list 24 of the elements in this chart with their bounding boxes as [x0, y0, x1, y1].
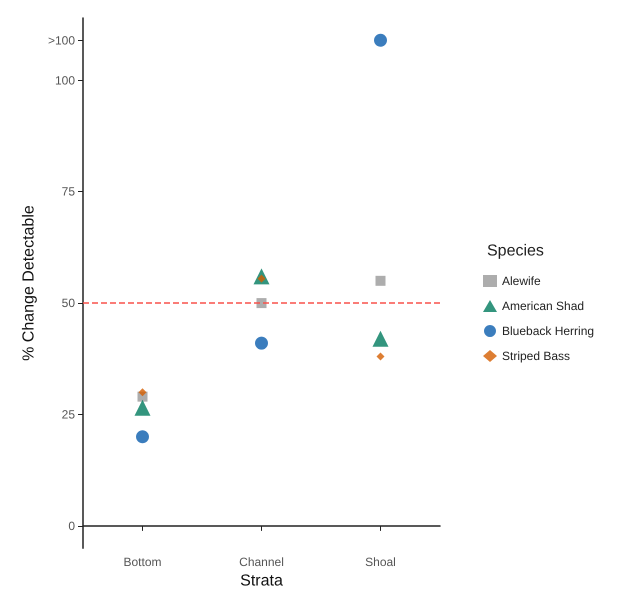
legend-label: American Shad	[502, 299, 584, 313]
x-tick-label: Bottom	[123, 555, 162, 570]
y-axis-title: % Change Detectable	[20, 205, 38, 361]
point	[372, 330, 388, 347]
legend-label: Alewife	[502, 274, 542, 288]
y-tick-label: 50	[62, 296, 76, 310]
x-tick-label: Channel	[239, 555, 284, 570]
point	[134, 400, 150, 416]
x-axis-title: Strata	[240, 572, 283, 590]
point	[374, 34, 387, 47]
legend-title: Species	[487, 242, 544, 260]
point	[376, 276, 386, 286]
point	[138, 388, 146, 396]
x-tick-label: Shoal	[365, 555, 396, 570]
y-tick-label: >100	[48, 33, 76, 48]
legend-label: Blueback Herring	[502, 324, 594, 338]
point	[255, 336, 268, 350]
y-tick-label: 75	[62, 184, 76, 199]
y-tick-label: 0	[68, 518, 76, 533]
y-tick-label: 100	[54, 73, 76, 88]
y-tick-label: 25	[62, 407, 76, 422]
point	[376, 352, 384, 361]
legend-label: Striped Bass	[502, 349, 570, 363]
point	[136, 430, 149, 444]
